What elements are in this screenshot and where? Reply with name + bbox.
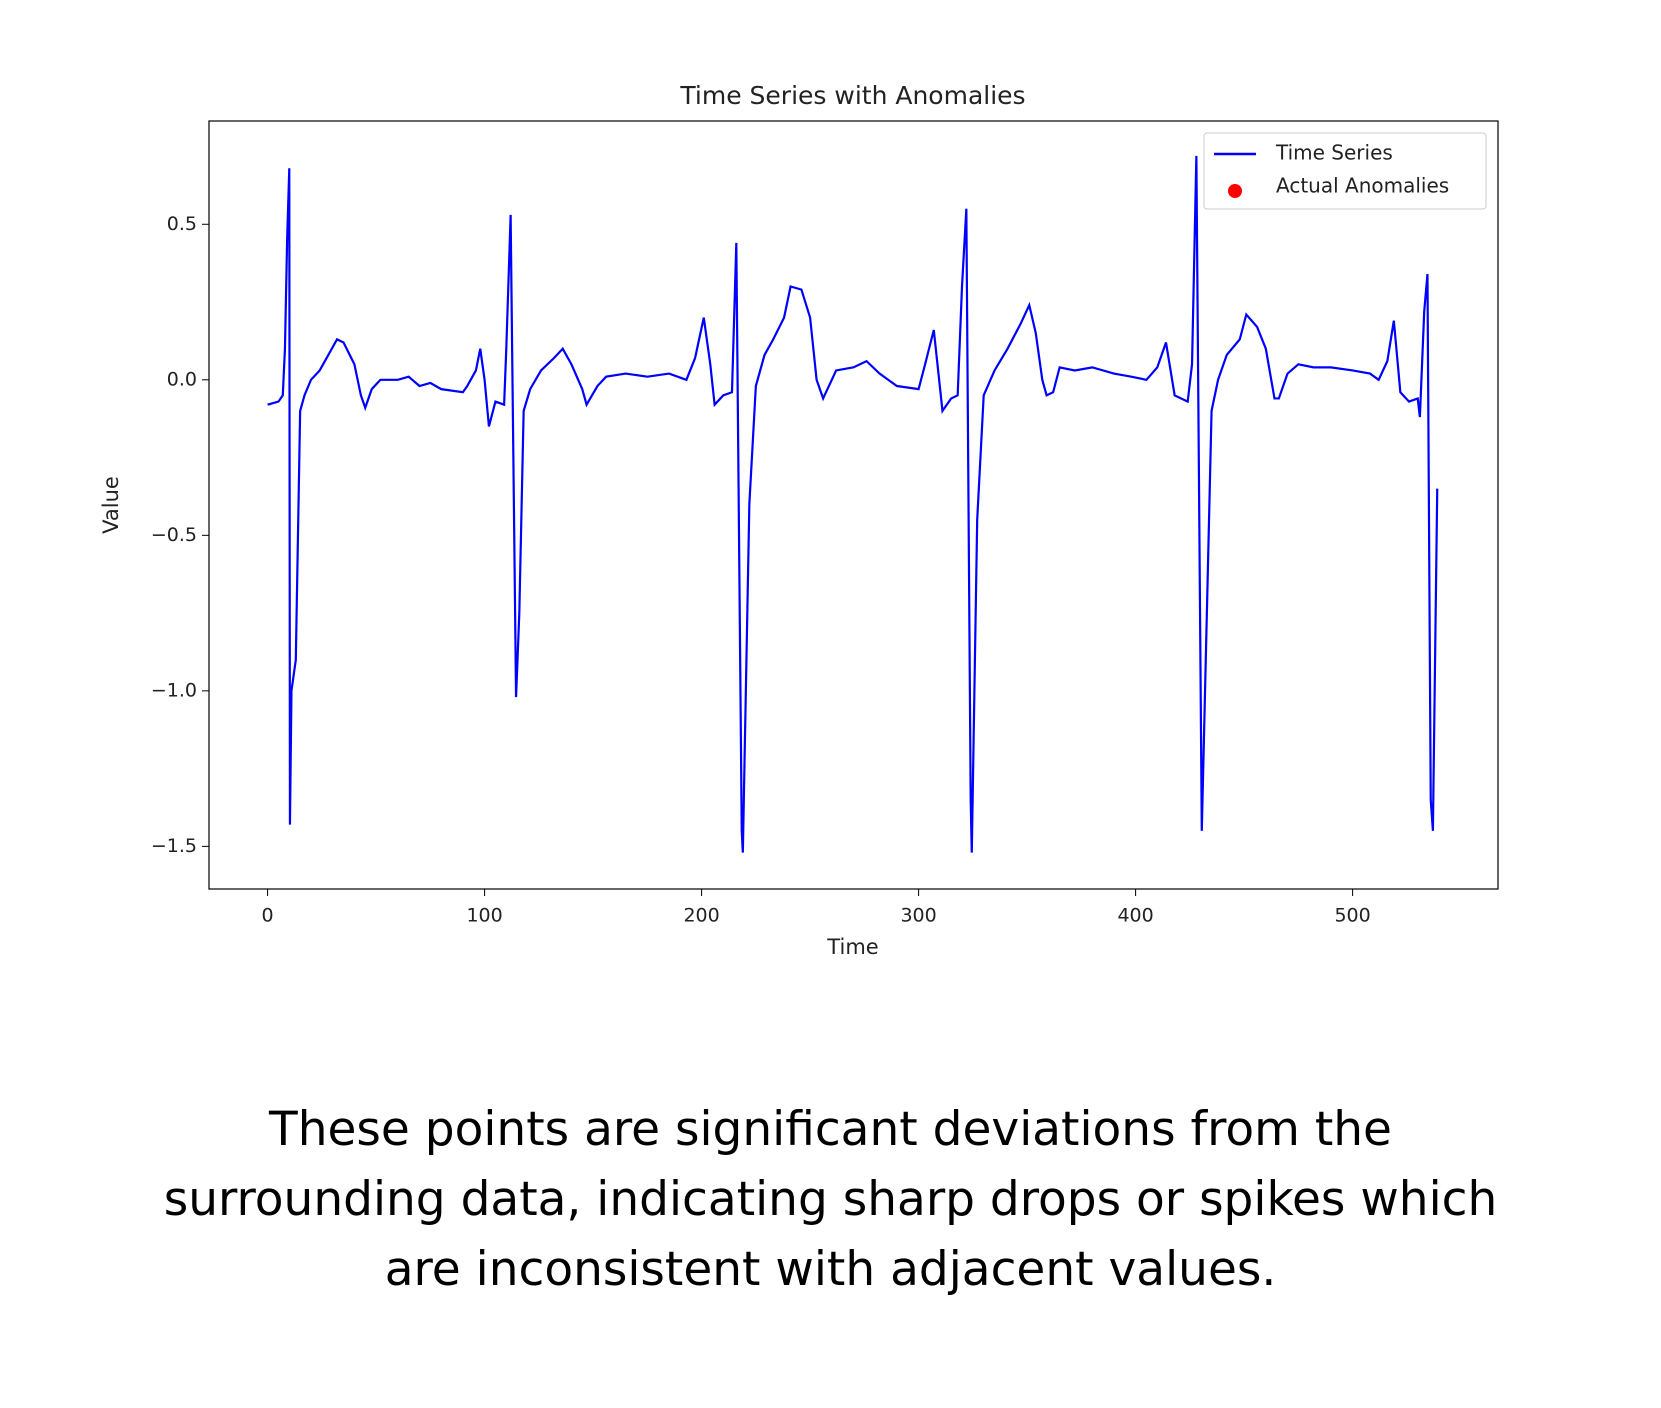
y-axis-label: Value: [99, 476, 123, 534]
legend-label: Actual Anomalies: [1276, 174, 1449, 198]
x-axis-label: Time: [826, 935, 878, 959]
caption-line: These points are significant deviations …: [269, 1102, 1392, 1157]
x-tick-label: 100: [466, 905, 502, 927]
caption: These points are significant deviations …: [0, 1095, 1661, 1305]
legend-box: [1203, 132, 1487, 210]
legend-label: Time Series: [1275, 141, 1393, 165]
y-tick-label: 0.5: [167, 213, 197, 235]
y-tick-label: 0.0: [167, 368, 197, 390]
y-tick-label: −1.0: [151, 679, 197, 701]
caption-line: are inconsistent with adjacent values.: [384, 1242, 1277, 1297]
chart-title: Time Series with Anomalies: [679, 81, 1025, 110]
x-tick-label: 0: [262, 905, 274, 927]
plot-frame: [208, 120, 1499, 890]
caption-line: surrounding data, indicating sharp drops…: [163, 1172, 1498, 1227]
y-tick-label: −1.5: [151, 835, 197, 857]
y-tick-label: −0.5: [151, 524, 197, 546]
chart: Time Series with Anomalies Time Value 0 1…: [99, 81, 1499, 959]
x-tick-label: 500: [1334, 905, 1370, 927]
x-tick-label: 400: [1117, 905, 1153, 927]
series-line: [267, 155, 1439, 853]
x-tick-label: 300: [900, 905, 936, 927]
x-tick-label: 200: [683, 905, 719, 927]
legend-swatch: [1228, 184, 1242, 198]
